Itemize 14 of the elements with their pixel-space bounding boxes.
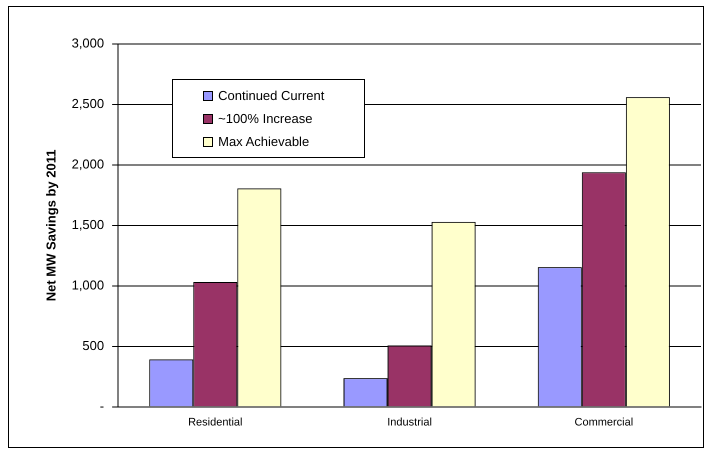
y-tick-label: - [100, 398, 104, 414]
y-tick-label: 500 [82, 338, 104, 353]
x-tick-label: Commercial [574, 416, 634, 428]
legend-label: Max Achievable [218, 133, 310, 151]
y-tick-label: 2,000 [72, 156, 104, 172]
y-tick-label: 3,000 [72, 36, 104, 51]
legend-label: Continued Current [218, 87, 324, 105]
x-tick-label: Industrial [387, 416, 432, 428]
y-axis-title: Net MW Savings by 2011 [43, 150, 58, 302]
x-tick-label: Residential [188, 416, 242, 428]
legend-label: ~100% Increase [218, 110, 312, 128]
y-tick-label: 2,500 [72, 96, 104, 112]
y-tick-label: 1,000 [72, 277, 104, 292]
y-tick-label: 1,500 [72, 216, 104, 232]
